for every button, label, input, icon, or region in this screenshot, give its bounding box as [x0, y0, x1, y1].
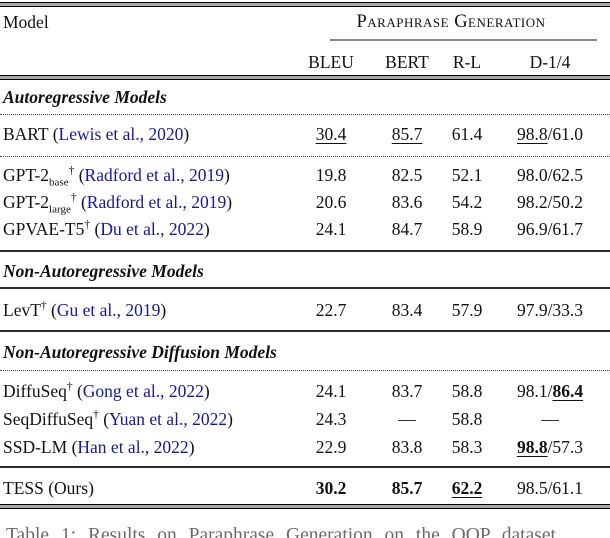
dagger-mark: †: [84, 218, 91, 231]
dagger-mark: †: [70, 191, 77, 204]
metric-header-rl: R-L: [452, 51, 482, 72]
section-header-non-autoregressive: Non-Autoregressive Models: [3, 260, 204, 281]
d14-value: 98.8/61.0: [516, 123, 584, 144]
table-header-metrics-row: BLEU BERT R-L D-1/4: [0, 48, 610, 76]
table-caption: Table 1: Results on Paraphrase Generatio…: [6, 525, 561, 538]
table-row-diffuseq: DiffuSeq† (Gong et al., 2022) 24.1 83.7 …: [0, 377, 610, 405]
model-name: GPT-2: [3, 164, 50, 185]
dagger-mark: †: [68, 164, 75, 177]
table-row-gpt2-large: GPT-2large† (Radford et al., 2019) 20.6 …: [0, 188, 610, 216]
metric-header-bleu: BLEU: [308, 51, 354, 72]
d14-value: 98.1/86.4: [516, 380, 584, 401]
citation-link[interactable]: Gong et al., 2022: [82, 380, 204, 401]
group-header-cmidrule: [330, 39, 597, 41]
header-bottom-rule: [0, 75, 610, 80]
rl-value: 58.8: [451, 380, 483, 401]
d14-value: 98.8/57.3: [516, 436, 584, 457]
dotted-rule: [0, 156, 610, 157]
section-rule: [0, 330, 610, 332]
model-column-header: Model: [3, 11, 49, 32]
model-name: GPVAE-T5: [3, 218, 85, 239]
section-rule: [0, 250, 610, 252]
citation-link[interactable]: Gu et al., 2019: [56, 299, 161, 320]
section-header-non-autoregressive-diffusion: Non-Autoregressive Diffusion Models: [3, 341, 277, 362]
bleu-value: 24.1: [315, 218, 347, 239]
citation-link[interactable]: Du et al., 2022: [100, 218, 204, 239]
metric-header-d14: D-1/4: [529, 51, 571, 72]
section-header-autoregressive: Autoregressive Models: [3, 86, 167, 107]
bert-value: 85.7: [391, 477, 423, 498]
bleu-value: 30.4: [315, 123, 347, 144]
section-rule: [0, 287, 610, 289]
dotted-rule: [0, 114, 610, 115]
table-bottom-rule: [0, 504, 610, 509]
model-name: LevT: [3, 299, 41, 320]
rl-value: 62.2: [451, 477, 483, 498]
rl-value: 61.4: [451, 123, 483, 144]
table-row-seqdiffuseq: SeqDiffuSeq† (Yuan et al., 2022) 24.3 — …: [0, 405, 610, 433]
table-header-group-row: Model Paraphrase Generation: [0, 8, 610, 36]
d14-value: —: [541, 408, 559, 429]
group-header-paraphrase-generation: Paraphrase Generation: [356, 11, 546, 32]
d14-value: 96.9/61.7: [516, 218, 584, 239]
rl-value: 58.9: [451, 218, 483, 239]
model-name: TESS (Ours): [3, 477, 94, 498]
rl-value: 57.9: [451, 299, 483, 320]
table-row-levt: LevT† (Gu et al., 2019) 22.7 83.4 57.9 9…: [0, 296, 610, 324]
bleu-value: 19.8: [315, 164, 347, 185]
citation-link[interactable]: Lewis et al., 2020: [58, 123, 184, 144]
rl-value: 58.3: [451, 436, 483, 457]
d14-value: 98.5/61.1: [516, 477, 584, 498]
metric-header-bert: BERT: [385, 51, 429, 72]
model-name: SeqDiffuSeq: [3, 408, 94, 429]
d14-value: 97.9/33.3: [516, 299, 584, 320]
citation-link[interactable]: Yuan et al., 2022: [109, 408, 228, 429]
citation-link[interactable]: Radford et al., 2019: [86, 191, 227, 212]
table-row-gpvae-t5: GPVAE-T5† (Du et al., 2022) 24.1 84.7 58…: [0, 215, 610, 243]
model-name: GPT-2: [3, 191, 50, 212]
model-subscript: large: [49, 203, 71, 215]
table-row-ssd-lm: SSD-LM (Han et al., 2022) 22.9 83.8 58.3…: [0, 433, 610, 461]
bert-value: 83.6: [391, 191, 423, 212]
d14-value: 98.0/62.5: [516, 164, 584, 185]
model-subscript: base: [49, 176, 69, 188]
dagger-mark: †: [66, 380, 73, 393]
citation-link[interactable]: Han et al., 2022: [77, 436, 189, 457]
rl-value: 52.1: [451, 164, 483, 185]
model-name: SSD-LM: [3, 436, 68, 457]
model-name: DiffuSeq: [3, 380, 67, 401]
section-rule: [0, 466, 610, 468]
bert-value: —: [398, 408, 416, 429]
dagger-mark: †: [93, 408, 99, 421]
bleu-value: 30.2: [315, 477, 347, 498]
citation-link[interactable]: Radford et al., 2019: [84, 164, 225, 185]
rl-value: 58.8: [451, 408, 483, 429]
bleu-value: 24.3: [315, 408, 347, 429]
bert-value: 83.7: [391, 380, 423, 401]
bert-value: 84.7: [391, 218, 423, 239]
table-row-gpt2-base: GPT-2base† (Radford et al., 2019) 19.8 8…: [0, 161, 610, 189]
bert-value: 85.7: [391, 123, 423, 144]
bert-value: 83.8: [391, 436, 423, 457]
bleu-value: 24.1: [315, 380, 347, 401]
bleu-value: 22.9: [315, 436, 347, 457]
bleu-value: 22.7: [315, 299, 347, 320]
table-row-bart: BART (Lewis et al., 2020) 30.4 85.7 61.4…: [0, 120, 610, 148]
table-top-rule: [0, 2, 610, 7]
table-row-tess: TESS (Ours) 30.2 85.7 62.2 98.5/61.1: [0, 474, 610, 502]
bleu-value: 20.6: [315, 191, 347, 212]
bert-value: 83.4: [391, 299, 423, 320]
dagger-mark: †: [40, 299, 47, 312]
dotted-rule: [0, 370, 610, 371]
bert-value: 82.5: [391, 164, 423, 185]
model-name: BART: [3, 123, 49, 144]
d14-value: 98.2/50.2: [516, 191, 584, 212]
rl-value: 54.2: [451, 191, 483, 212]
